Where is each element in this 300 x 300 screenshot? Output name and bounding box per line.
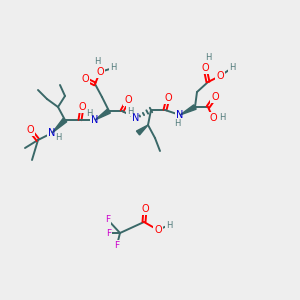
Text: N: N xyxy=(132,113,140,123)
Text: O: O xyxy=(78,102,86,112)
Text: H: H xyxy=(94,58,100,67)
Text: H: H xyxy=(205,52,211,62)
Text: H: H xyxy=(94,58,100,67)
Text: O: O xyxy=(154,225,162,235)
Text: O: O xyxy=(216,71,224,81)
Text: N: N xyxy=(91,115,99,125)
Text: O: O xyxy=(154,225,162,235)
Text: O: O xyxy=(26,125,34,135)
Text: O: O xyxy=(164,93,172,103)
Polygon shape xyxy=(95,109,110,120)
Polygon shape xyxy=(180,105,196,115)
Text: H: H xyxy=(229,64,235,73)
Text: O: O xyxy=(141,204,149,214)
Text: F: F xyxy=(105,215,111,224)
Polygon shape xyxy=(52,118,67,133)
Text: N: N xyxy=(91,115,99,125)
Text: H: H xyxy=(86,110,92,118)
Text: O: O xyxy=(124,95,132,105)
Text: H: H xyxy=(174,118,180,127)
Text: H: H xyxy=(127,106,133,116)
Text: H: H xyxy=(55,134,61,142)
Text: H: H xyxy=(86,110,92,118)
Text: N: N xyxy=(176,110,184,120)
Text: O: O xyxy=(81,74,89,84)
Text: O: O xyxy=(124,95,132,105)
Text: O: O xyxy=(209,113,217,123)
Text: N: N xyxy=(48,128,56,138)
Text: H: H xyxy=(110,64,116,73)
Text: H: H xyxy=(205,52,211,62)
Text: O: O xyxy=(216,71,224,81)
Text: H: H xyxy=(174,118,180,127)
Text: O: O xyxy=(78,102,86,112)
Text: H: H xyxy=(219,113,225,122)
Text: O: O xyxy=(164,93,172,103)
Text: N: N xyxy=(176,110,184,120)
Text: H: H xyxy=(166,220,172,230)
Text: O: O xyxy=(201,63,209,73)
Text: O: O xyxy=(209,113,217,123)
Text: O: O xyxy=(81,74,89,84)
Text: O: O xyxy=(96,67,104,77)
Text: N: N xyxy=(48,128,56,138)
Text: O: O xyxy=(201,63,209,73)
Text: F: F xyxy=(106,229,112,238)
Text: O: O xyxy=(26,125,34,135)
Text: F: F xyxy=(105,215,111,224)
Text: H: H xyxy=(127,106,133,116)
Text: F: F xyxy=(114,241,120,250)
Text: O: O xyxy=(141,204,149,214)
Polygon shape xyxy=(136,125,148,135)
Text: O: O xyxy=(211,92,219,102)
Text: O: O xyxy=(96,67,104,77)
Text: H: H xyxy=(229,64,235,73)
Text: O: O xyxy=(211,92,219,102)
Text: H: H xyxy=(55,134,61,142)
Text: H: H xyxy=(219,113,225,122)
Text: F: F xyxy=(106,229,112,238)
Text: F: F xyxy=(114,241,120,250)
Text: H: H xyxy=(110,64,116,73)
Text: N: N xyxy=(132,113,140,123)
Text: H: H xyxy=(166,220,172,230)
